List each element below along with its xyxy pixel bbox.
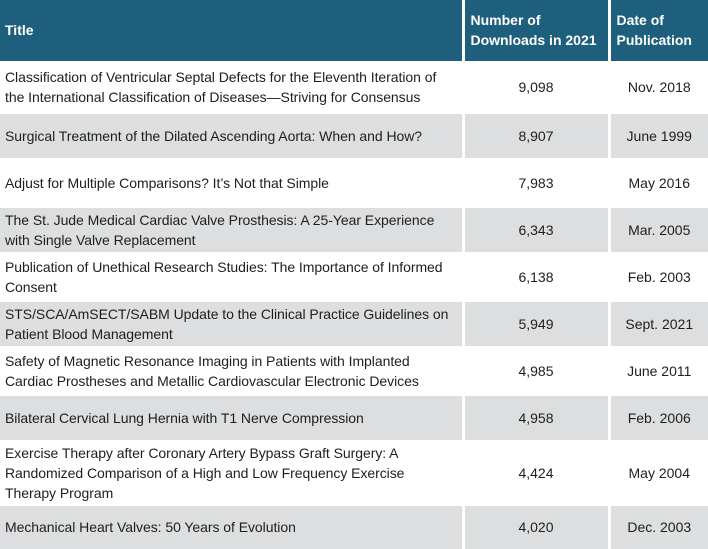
row-date: Nov. 2018 — [609, 60, 708, 112]
table-header: Title Number of Downloads in 2021 Date o… — [0, 0, 708, 62]
row-downloads: 7,983 — [463, 157, 611, 206]
row-title: Bilateral Cervical Lung Hernia with T1 N… — [0, 392, 465, 441]
row-title: Publication of Unethical Research Studie… — [0, 251, 465, 300]
header-title: Title — [0, 0, 465, 62]
row-date: June 1999 — [609, 110, 708, 159]
header-downloads: Number of Downloads in 2021 — [463, 0, 611, 62]
row-downloads: 4,958 — [463, 392, 611, 441]
header-row: Title Number of Downloads in 2021 Date o… — [0, 0, 708, 62]
row-title: Adjust for Multiple Comparisons? It’s No… — [0, 157, 465, 206]
header-date: Date of Publication — [609, 0, 708, 62]
table-body: Classification of Ventricular Septal Def… — [0, 60, 708, 549]
row-downloads: 4,985 — [463, 345, 611, 394]
table-row: STS/SCA/AmSECT/SABM Update to the Clinic… — [0, 298, 708, 347]
row-date: Sept. 2021 — [609, 298, 708, 347]
row-downloads: 4,020 — [463, 502, 611, 549]
table-row: Surgical Treatment of the Dilated Ascend… — [0, 110, 708, 159]
row-downloads: 4,424 — [463, 439, 611, 504]
table-row: Exercise Therapy after Coronary Artery B… — [0, 439, 708, 504]
table-row: Adjust for Multiple Comparisons? It’s No… — [0, 157, 708, 206]
row-downloads: 6,343 — [463, 204, 611, 253]
row-date: May 2016 — [609, 157, 708, 206]
row-downloads: 5,949 — [463, 298, 611, 347]
row-date: Dec. 2003 — [609, 502, 708, 549]
table-row: The St. Jude Medical Cardiac Valve Prost… — [0, 204, 708, 253]
row-date: May 2004 — [609, 439, 708, 504]
row-title: The St. Jude Medical Cardiac Valve Prost… — [0, 204, 465, 253]
table-row: Mechanical Heart Valves: 50 Years of Evo… — [0, 502, 708, 549]
row-title: Safety of Magnetic Resonance Imaging in … — [0, 345, 465, 394]
table-row: Bilateral Cervical Lung Hernia with T1 N… — [0, 392, 708, 441]
row-title: Exercise Therapy after Coronary Artery B… — [0, 439, 465, 504]
row-date: Mar. 2005 — [609, 204, 708, 253]
row-date: Feb. 2006 — [609, 392, 708, 441]
row-downloads: 8,907 — [463, 110, 611, 159]
row-title: Mechanical Heart Valves: 50 Years of Evo… — [0, 502, 465, 549]
row-title: Surgical Treatment of the Dilated Ascend… — [0, 110, 465, 159]
row-downloads: 6,138 — [463, 251, 611, 300]
row-title: Classification of Ventricular Septal Def… — [0, 60, 465, 112]
table-row: Classification of Ventricular Septal Def… — [0, 60, 708, 112]
table-row: Safety of Magnetic Resonance Imaging in … — [0, 345, 708, 394]
row-downloads: 9,098 — [463, 60, 611, 112]
row-date: Feb. 2003 — [609, 251, 708, 300]
row-date: June 2011 — [609, 345, 708, 394]
table-row: Publication of Unethical Research Studie… — [0, 251, 708, 300]
row-title: STS/SCA/AmSECT/SABM Update to the Clinic… — [0, 298, 465, 347]
